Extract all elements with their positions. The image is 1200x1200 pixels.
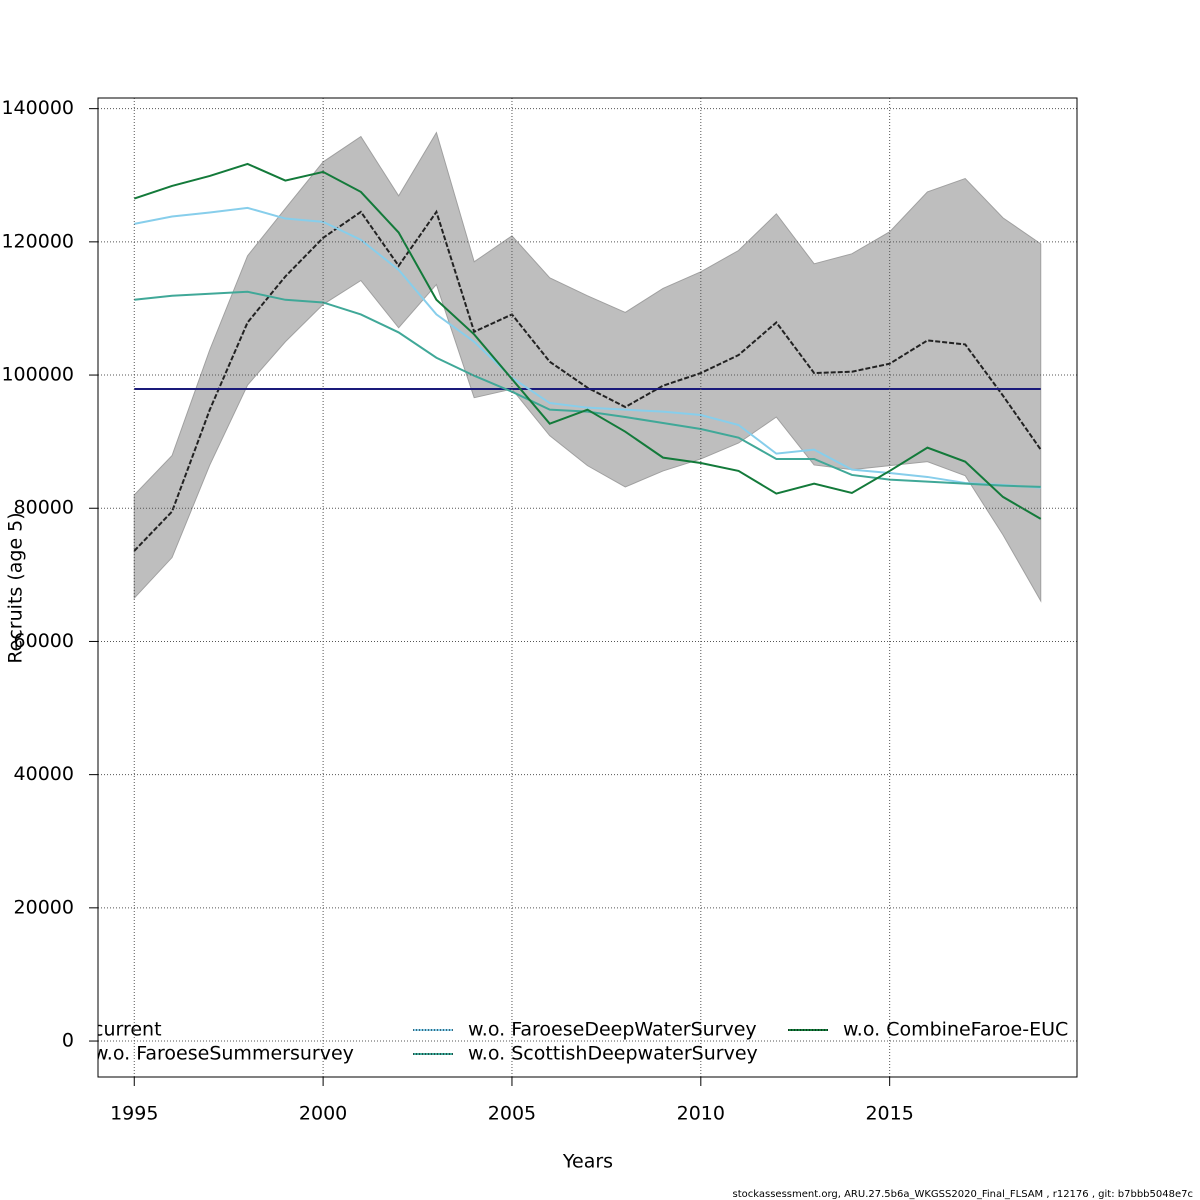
y-tick-label: 120000 — [1, 230, 74, 252]
plot-area — [133, 131, 1042, 603]
y-tick-label: 20000 — [14, 896, 74, 918]
y-tick-label: 0 — [62, 1030, 74, 1052]
legend-label: w.o. FaroeseDeepWaterSurvey — [468, 1019, 757, 1041]
y-tick-label: 60000 — [14, 630, 74, 652]
x-tick-label: 2010 — [677, 1103, 725, 1125]
y-tick-label: 40000 — [14, 763, 74, 785]
y-axis-label: Recruits (age 5) — [5, 512, 27, 663]
y-tick-label: 100000 — [1, 364, 74, 386]
y-tick-label: 140000 — [1, 97, 74, 119]
confidence-band — [133, 131, 1042, 603]
series-line — [134, 206, 1041, 489]
plot-frame — [97, 97, 1078, 1078]
x-axis-label: Years — [562, 1151, 613, 1173]
legend-label: w.o. CombineFaroe-EUC — [843, 1019, 1068, 1041]
legend-label: current — [93, 1019, 162, 1041]
x-tick-label: 2000 — [299, 1103, 347, 1125]
legend-label: w.o. FaroeseSummersurvey — [93, 1043, 354, 1065]
x-tick-label: 2005 — [488, 1103, 536, 1125]
legend-label: w.o. ScottishDeepwaterSurvey — [468, 1043, 758, 1065]
x-tick-label: 1995 — [110, 1103, 158, 1125]
y-tick-label: 80000 — [14, 497, 74, 519]
footer: stockassessment.org, ARU.27.5b6a_WKGSS20… — [733, 1189, 1193, 1200]
series-line — [133, 209, 1042, 552]
x-tick-label: 2015 — [865, 1103, 913, 1125]
